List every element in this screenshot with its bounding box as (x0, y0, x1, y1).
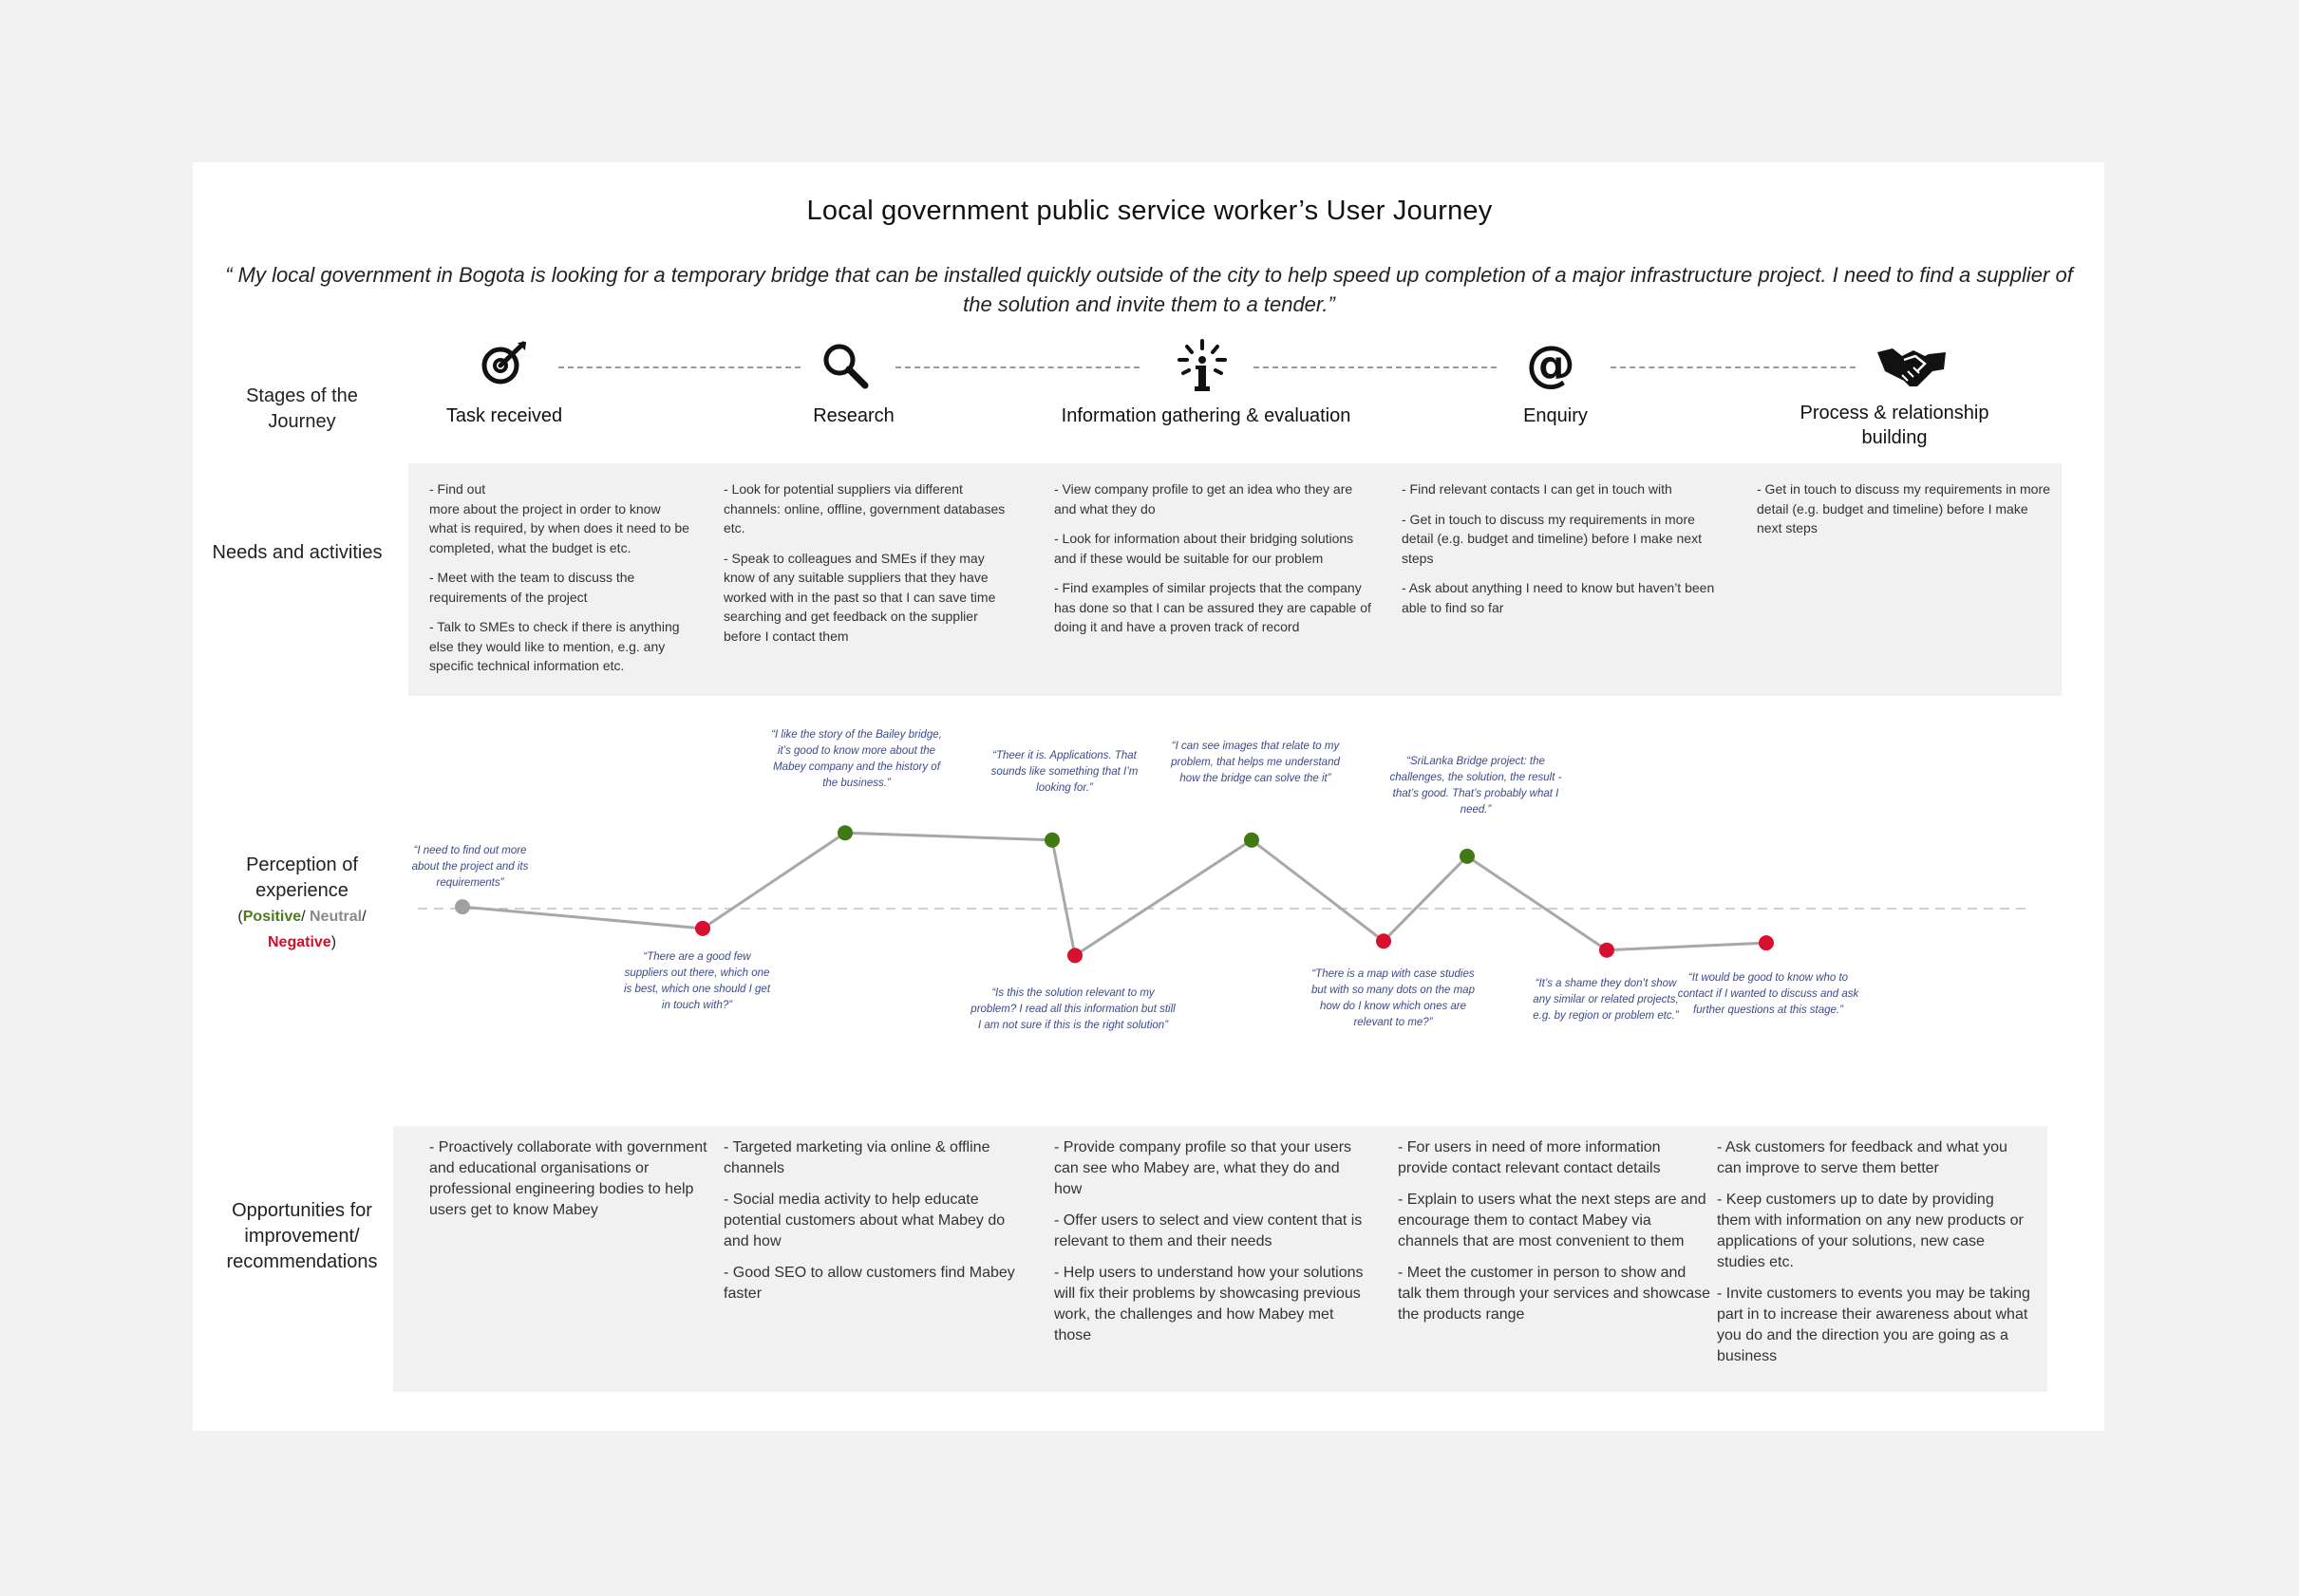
handshake-icon (1875, 343, 1948, 395)
experience-point-negative (1376, 933, 1391, 949)
needs-column-item: - Speak to colleagues and SMEs if they m… (724, 550, 996, 644)
experience-point-neutral (455, 899, 470, 915)
row-label-perception: Perception of experience (Positive/ Neut… (211, 853, 393, 955)
opportunity-column-item: - Keep customers up to date by providing… (1717, 1192, 2024, 1270)
user-quote: “ My local government in Bogota is looki… (225, 263, 2073, 316)
experience-point-negative (1067, 948, 1083, 964)
opportunity-column-item: - Meet the customer in person to show an… (1398, 1265, 1711, 1323)
experience-point-positive (838, 825, 853, 841)
needs-column: - Look for potential suppliers via diffe… (724, 479, 1018, 656)
stage-name-information-gathering: Information gathering & evaluation (1061, 405, 1351, 426)
stage-name-task-received: Task received (445, 405, 563, 426)
opportunity-column-item: - Good SEO to allow customers find Mabey… (724, 1265, 1015, 1302)
perception-label-line1: Perception of (246, 854, 358, 875)
experience-point-positive (1045, 832, 1060, 848)
needs-column: - Get in touch to discuss my requirement… (1757, 479, 2051, 549)
needs-column-item: - Look for information about their bridg… (1054, 531, 1354, 566)
opportunity-column-item: - Ask customers for feedback and what yo… (1717, 1139, 2007, 1176)
target-pen-icon (480, 339, 529, 393)
opportunity-column-item: - Social media activity to help educate … (724, 1192, 1006, 1249)
needs-column: - Find out more about the project in ord… (429, 479, 690, 686)
experience-quote: “Theer it is. Applications. That sounds … (990, 750, 1139, 794)
needs-column-item: - Get in touch to discuss my requirement… (1402, 511, 1702, 566)
opportunities-panel (393, 1126, 2047, 1392)
needs-column-item: - Look for potential suppliers via diffe… (724, 481, 1006, 535)
experience-quote: “I like the story of the Bailey bridge, … (771, 729, 942, 789)
needs-column-item: - Meet with the team to discuss the requ… (429, 570, 635, 605)
needs-column: - Find relevant contacts I can get in to… (1402, 479, 1724, 628)
row-label-needs: Needs and activities (212, 542, 383, 563)
experience-quote: “There is a map with case studies but wi… (1311, 968, 1475, 1028)
opportunity-column-item: - Explain to users what the next steps a… (1398, 1192, 1706, 1249)
opportunity-column: - Ask customers for feedback and what yo… (1717, 1137, 2030, 1378)
stage-name-process-relationship: Process & relationship building (1800, 403, 1989, 448)
needs-column-item: - Get in touch to discuss my requirement… (1757, 481, 2050, 535)
needs-column: - View company profile to get an idea wh… (1054, 479, 1377, 648)
opportunity-column-item: - Invite customers to events you may be … (1717, 1286, 2030, 1364)
legend-neutral: Neutral (310, 909, 363, 925)
stage-connector (558, 366, 801, 368)
row-label-opportunities: Opportunities for improvement/ recommend… (226, 1200, 378, 1272)
opportunity-column: - Targeted marketing via online & offlin… (724, 1137, 1027, 1315)
experience-point-positive (1460, 848, 1475, 864)
stage-connector (1253, 366, 1497, 368)
needs-column-item: - Find out more about the project in ord… (429, 481, 689, 555)
opportunity-column-item: - Help users to understand how your solu… (1054, 1265, 1364, 1343)
needs-column-item: - Talk to SMEs to check if there is anyt… (429, 619, 680, 673)
experience-quote: “SriLanka Bridge project: the challenges… (1389, 756, 1562, 816)
opportunity-column-item: - Provide company profile so that your u… (1054, 1139, 1352, 1197)
experience-quote: “Is this the solution relevant to my pro… (970, 987, 1176, 1031)
needs-column-item: - Find examples of similar projects that… (1054, 580, 1371, 634)
needs-activities-panel (408, 463, 2062, 696)
experience-quote: “I need to find out more about the proje… (411, 845, 529, 889)
needs-column-item: - Find relevant contacts I can get in to… (1402, 481, 1672, 497)
experience-quote: “It would be good to know who to contact… (1677, 972, 1859, 1016)
opportunity-column: - Proactively collaborate with governmen… (429, 1137, 714, 1231)
experience-line (462, 831, 1767, 958)
experience-quote: “It’s a shame they don’t show any simila… (1533, 978, 1679, 1022)
stage-name-research: Research (813, 405, 895, 426)
legend-negative: Negative (267, 934, 331, 950)
experience-quote: “I can see images that relate to my prob… (1171, 741, 1340, 784)
opportunity-column-item: - Proactively collaborate with governmen… (429, 1139, 707, 1218)
experience-quote: “There are a good few suppliers out ther… (623, 951, 771, 1011)
page-title: Local government public service worker’s… (806, 196, 1493, 226)
at-sign-icon: @ (1525, 336, 1576, 396)
stage-connector (895, 366, 1140, 368)
experience-point-negative (1599, 942, 1614, 958)
stage-name-enquiry: Enquiry (1523, 405, 1588, 426)
opportunity-column: - Provide company profile so that your u… (1054, 1137, 1367, 1357)
opportunity-column-item: - For users in need of more information … (1398, 1139, 1661, 1176)
needs-column-item: - View company profile to get an idea wh… (1054, 481, 1353, 516)
stage-connector (1611, 366, 1856, 368)
needs-column-item: - Ask about anything I need to know but … (1402, 580, 1715, 615)
svg-text:@: @ (1526, 340, 1575, 391)
opportunity-column-item: - Offer users to select and view content… (1054, 1212, 1363, 1249)
opportunity-column: - For users in need of more information … (1398, 1137, 1711, 1336)
perception-label-line2: experience (255, 880, 349, 901)
row-label-stages: Stages of the Journey (246, 385, 358, 432)
experience-point-negative (695, 920, 710, 936)
experience-point-positive (1244, 832, 1259, 848)
legend-positive: Positive (242, 909, 302, 925)
experience-point-negative (1759, 935, 1774, 951)
info-icon (1176, 339, 1229, 401)
opportunity-column-item: - Targeted marketing via online & offlin… (724, 1139, 990, 1176)
magnifier-icon (821, 342, 869, 394)
